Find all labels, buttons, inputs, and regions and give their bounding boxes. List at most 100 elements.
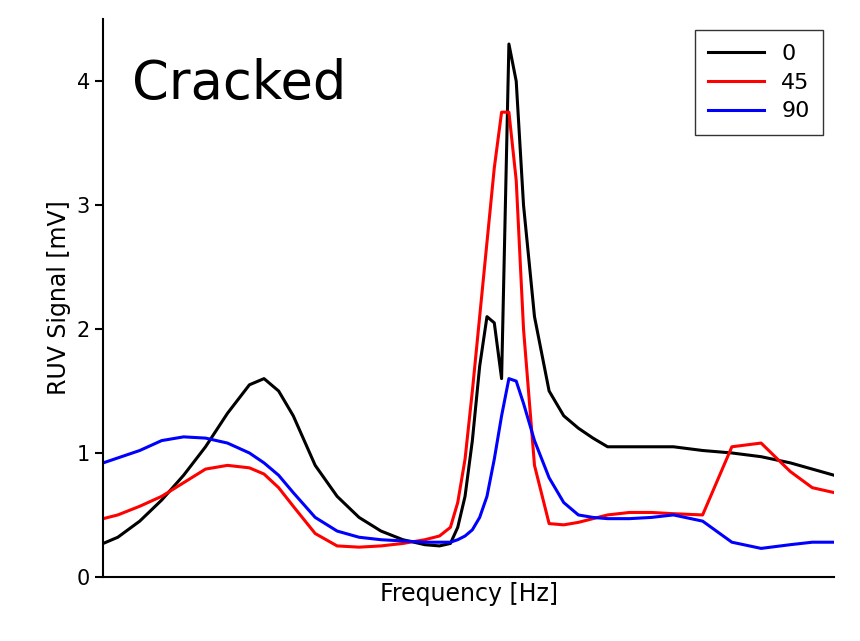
90 <box>511 378 521 385</box>
90 <box>353 533 364 541</box>
90 <box>756 545 766 553</box>
0 <box>489 319 500 327</box>
90 <box>785 541 796 549</box>
45 <box>467 387 477 395</box>
90 <box>602 515 612 522</box>
45 <box>807 484 817 492</box>
0 <box>785 459 796 467</box>
45 <box>489 164 500 172</box>
90 <box>310 513 320 521</box>
Line: 45: 45 <box>103 112 834 547</box>
90 <box>259 459 269 467</box>
0 <box>807 465 817 473</box>
0 <box>244 381 255 388</box>
0 <box>668 443 679 451</box>
Text: Cracked: Cracked <box>132 58 347 110</box>
45 <box>544 520 554 528</box>
0 <box>519 201 529 209</box>
45 <box>98 515 108 522</box>
45 <box>482 238 492 246</box>
45 <box>273 484 284 492</box>
45 <box>420 536 430 544</box>
0 <box>273 387 284 395</box>
45 <box>259 470 269 478</box>
0 <box>587 434 598 442</box>
45 <box>332 542 342 550</box>
90 <box>558 499 568 506</box>
0 <box>420 541 430 549</box>
45 <box>475 313 485 320</box>
0 <box>376 527 386 535</box>
45 <box>376 542 386 550</box>
0 <box>98 540 108 547</box>
90 <box>482 492 492 500</box>
0 <box>288 412 298 420</box>
90 <box>244 449 255 457</box>
0 <box>452 524 463 531</box>
90 <box>529 437 539 444</box>
90 <box>134 447 144 454</box>
0 <box>558 412 568 420</box>
0 <box>434 542 445 550</box>
90 <box>807 538 817 546</box>
90 <box>544 474 554 481</box>
45 <box>134 503 144 510</box>
90 <box>288 489 298 497</box>
0 <box>134 517 144 525</box>
45 <box>157 492 167 500</box>
90 <box>376 536 386 544</box>
45 <box>445 524 456 531</box>
90 <box>273 471 284 479</box>
0 <box>178 471 188 479</box>
0 <box>647 443 657 451</box>
Line: 90: 90 <box>103 379 834 549</box>
90 <box>519 399 529 407</box>
90 <box>452 536 463 544</box>
0 <box>200 443 211 451</box>
0 <box>157 496 167 504</box>
45 <box>785 468 796 476</box>
90 <box>157 437 167 444</box>
45 <box>452 499 463 506</box>
45 <box>200 465 211 473</box>
45 <box>756 439 766 447</box>
0 <box>332 492 342 500</box>
0 <box>475 362 485 370</box>
45 <box>668 510 679 517</box>
0 <box>624 443 635 451</box>
Line: 0: 0 <box>103 44 834 546</box>
45 <box>434 532 445 540</box>
45 <box>602 511 612 519</box>
45 <box>697 511 708 519</box>
90 <box>397 537 408 545</box>
90 <box>668 511 679 519</box>
90 <box>573 511 583 519</box>
0 <box>756 453 766 460</box>
45 <box>397 540 408 547</box>
0 <box>259 375 269 383</box>
90 <box>504 375 514 383</box>
0 <box>445 540 456 547</box>
90 <box>624 515 635 522</box>
0 <box>222 410 232 417</box>
0 <box>496 375 507 383</box>
45 <box>529 462 539 469</box>
45 <box>288 503 298 510</box>
Y-axis label: RUV Signal [mV]: RUV Signal [mV] <box>47 201 71 395</box>
90 <box>587 513 598 521</box>
90 <box>445 538 456 546</box>
90 <box>434 538 445 546</box>
0 <box>353 513 364 521</box>
45 <box>624 508 635 516</box>
90 <box>332 527 342 535</box>
0 <box>504 40 514 48</box>
X-axis label: Frequency [Hz]: Frequency [Hz] <box>380 583 557 606</box>
0 <box>829 471 839 479</box>
45 <box>829 489 839 497</box>
45 <box>353 544 364 551</box>
45 <box>496 108 507 116</box>
90 <box>697 517 708 525</box>
45 <box>558 521 568 529</box>
90 <box>178 433 188 441</box>
0 <box>602 443 612 451</box>
